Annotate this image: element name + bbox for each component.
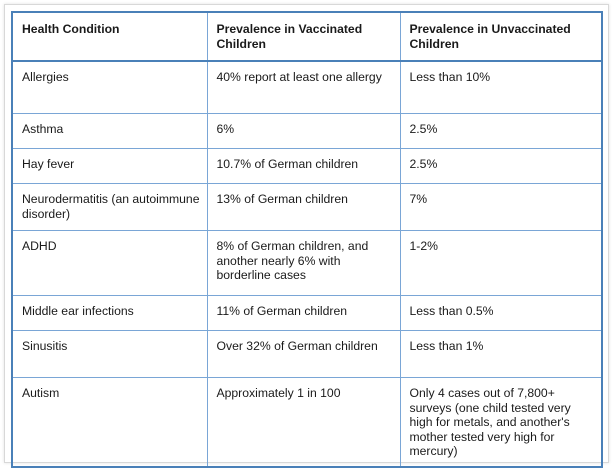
unvaccinated-cell: Less than 0.5% bbox=[399, 295, 603, 331]
condition-cell: Middle ear infections bbox=[11, 295, 208, 331]
health-condition-table: Health Condition Prevalence in Vaccinate… bbox=[11, 11, 603, 468]
vaccinated-cell: 13% of German children bbox=[206, 183, 401, 231]
document-frame: Health Condition Prevalence in Vaccinate… bbox=[4, 4, 609, 468]
condition-cell: Neurodermatitis (an autoimmune disorder) bbox=[11, 183, 208, 231]
vaccinated-cell: 40% report at least one allergy bbox=[206, 60, 401, 114]
table-header-row: Health Condition Prevalence in Vaccinate… bbox=[11, 11, 603, 62]
unvaccinated-cell: 1-2% bbox=[399, 230, 603, 296]
vaccinated-cell: Approximately 1 in 100 bbox=[206, 377, 401, 468]
unvaccinated-cell: Less than 10% bbox=[399, 60, 603, 114]
unvaccinated-cell: 2.5% bbox=[399, 113, 603, 149]
condition-cell: Hay fever bbox=[11, 148, 208, 184]
unvaccinated-cell: Only 4 cases out of 7,800+ surveys (one … bbox=[399, 377, 603, 468]
vaccinated-cell: 11% of German children bbox=[206, 295, 401, 331]
unvaccinated-cell: 7% bbox=[399, 183, 603, 231]
table-row: Allergies 40% report at least one allerg… bbox=[11, 60, 603, 114]
header-vaccinated: Prevalence in Vaccinated Children bbox=[206, 11, 401, 62]
vaccinated-cell: 6% bbox=[206, 113, 401, 149]
table-row: ADHD 8% of German children, and another … bbox=[11, 230, 603, 296]
table-row: Autism Approximately 1 in 100 Only 4 cas… bbox=[11, 377, 603, 468]
header-health-condition: Health Condition bbox=[11, 11, 208, 62]
condition-cell: Autism bbox=[11, 377, 208, 468]
condition-cell: Asthma bbox=[11, 113, 208, 149]
vaccinated-cell: Over 32% of German children bbox=[206, 330, 401, 378]
condition-cell: ADHD bbox=[11, 230, 208, 296]
vaccinated-cell: 8% of German children, and another nearl… bbox=[206, 230, 401, 296]
header-unvaccinated: Prevalence in Unvaccinated Children bbox=[399, 11, 603, 62]
table-row: Neurodermatitis (an autoimmune disorder)… bbox=[11, 183, 603, 231]
table-row: Middle ear infections 11% of German chil… bbox=[11, 295, 603, 331]
condition-cell: Allergies bbox=[11, 60, 208, 114]
table-row: Hay fever 10.7% of German children 2.5% bbox=[11, 148, 603, 184]
vaccinated-cell: 10.7% of German children bbox=[206, 148, 401, 184]
table-row: Asthma 6% 2.5% bbox=[11, 113, 603, 149]
unvaccinated-cell: 2.5% bbox=[399, 148, 603, 184]
unvaccinated-cell: Less than 1% bbox=[399, 330, 603, 378]
condition-cell: Sinusitis bbox=[11, 330, 208, 378]
table-row: Sinusitis Over 32% of German children Le… bbox=[11, 330, 603, 378]
